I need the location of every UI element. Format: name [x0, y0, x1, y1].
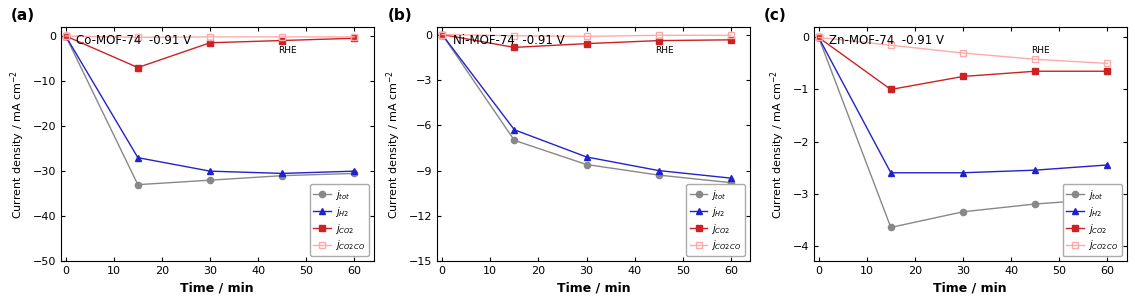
Legend: $j_{tot}$, $j_{H2}$, $j_{CO2}$, $j_{CO2CO}$: $j_{tot}$, $j_{H2}$, $j_{CO2}$, $j_{CO2C… — [686, 184, 746, 256]
Text: (c): (c) — [764, 8, 787, 23]
Text: Co-MOF-74  -0.91 V: Co-MOF-74 -0.91 V — [76, 34, 192, 47]
Legend: $j_{tot}$, $j_{H2}$, $j_{CO2}$, $j_{CO2CO}$: $j_{tot}$, $j_{H2}$, $j_{CO2}$, $j_{CO2C… — [1062, 184, 1121, 256]
X-axis label: Time / min: Time / min — [180, 282, 254, 295]
Y-axis label: Current density / mA cm$^{-2}$: Current density / mA cm$^{-2}$ — [8, 70, 27, 219]
Text: (a): (a) — [11, 8, 35, 23]
Y-axis label: Current density / mA cm$^{-2}$: Current density / mA cm$^{-2}$ — [768, 70, 787, 219]
X-axis label: Time / min: Time / min — [933, 282, 1007, 295]
Text: (b): (b) — [387, 8, 412, 23]
Text: RHE: RHE — [655, 46, 673, 55]
Y-axis label: Current density / mA cm$^{-2}$: Current density / mA cm$^{-2}$ — [385, 70, 403, 219]
Legend: $j_{tot}$, $j_{H2}$, $j_{CO2}$, $j_{CO2CO}$: $j_{tot}$, $j_{H2}$, $j_{CO2}$, $j_{CO2C… — [310, 184, 369, 256]
Text: Zn-MOF-74  -0.91 V: Zn-MOF-74 -0.91 V — [830, 34, 944, 47]
Text: RHE: RHE — [278, 46, 297, 55]
Text: Ni-MOF-74  -0.91 V: Ni-MOF-74 -0.91 V — [453, 34, 564, 47]
X-axis label: Time / min: Time / min — [557, 282, 631, 295]
Text: RHE: RHE — [1032, 46, 1050, 55]
